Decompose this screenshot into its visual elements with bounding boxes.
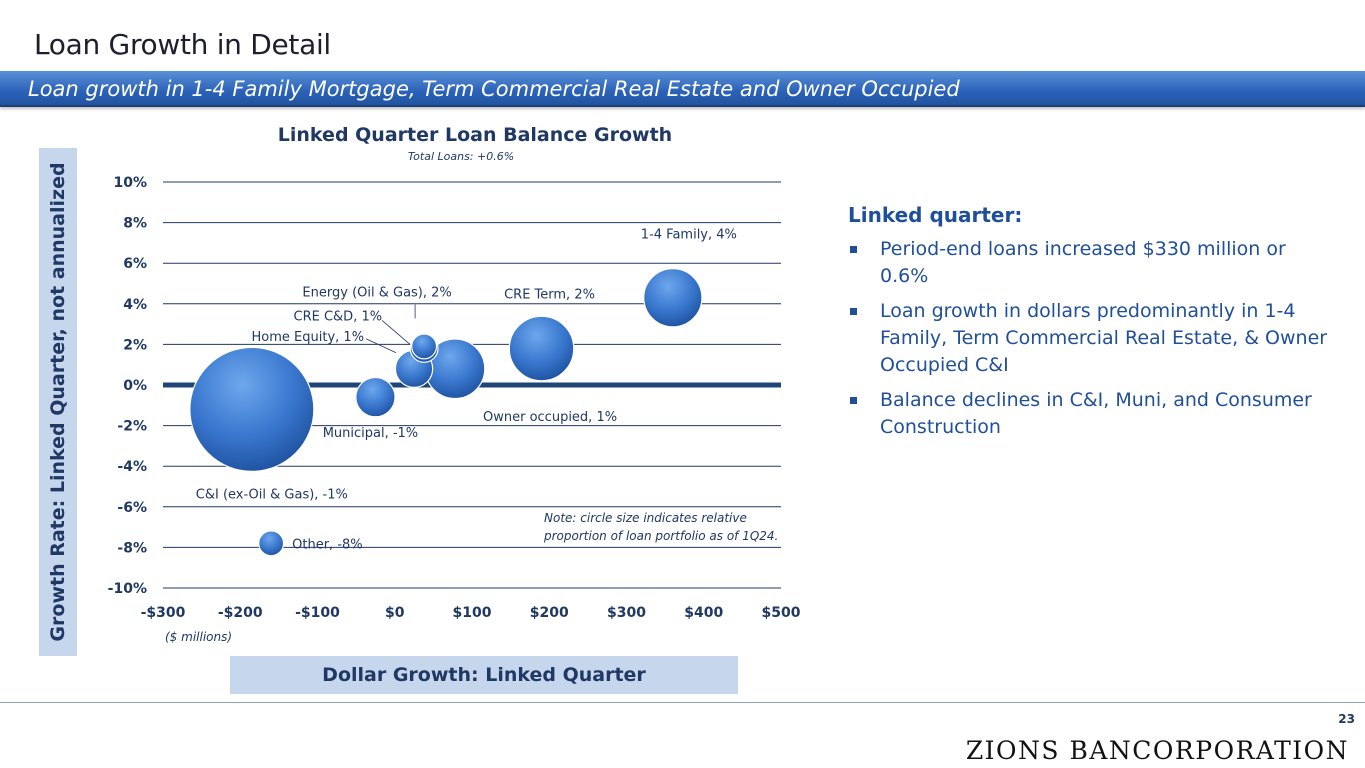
data-label: Home Equity, 1%	[252, 330, 365, 345]
bubble-cre-term	[508, 315, 575, 382]
commentary-bullets: Period-end loans increased $330 million …	[848, 236, 1338, 449]
banner-text: Loan growth in 1-4 Family Mortgage, Term…	[28, 77, 960, 101]
commentary-bullet: Balance declines in C&I, Muni, and Consu…	[848, 387, 1338, 441]
slide-title: Loan Growth in Detail	[34, 28, 331, 61]
y-tick-label: 10%	[113, 175, 147, 191]
square-bullet-icon	[850, 397, 857, 404]
leader-line	[365, 338, 397, 354]
units-label: ($ millions)	[165, 630, 233, 644]
y-tick-label: 0%	[123, 378, 147, 394]
y-tick-label: 6%	[123, 256, 147, 272]
data-label: Owner occupied, 1%	[483, 410, 617, 425]
company-logo: ZIONS BANCORPORATION	[965, 736, 1349, 765]
chart-subtitle: Total Loans: +0.6%	[407, 150, 515, 163]
commentary-heading: Linked quarter:	[848, 203, 1023, 227]
bubble-energy-oil-gas	[411, 333, 438, 360]
bullet-text: Period-end loans increased $330 million …	[880, 238, 1286, 287]
data-label: 1-4 Family, 4%	[641, 228, 737, 243]
bubble-c-i-ex-oil-gas	[189, 346, 315, 472]
chart-note: Note: circle size indicates relative	[544, 511, 747, 525]
bubble-municipal	[355, 376, 396, 418]
subtitle-banner: Loan growth in 1-4 Family Mortgage, Term…	[0, 71, 1365, 107]
chart-title: Linked Quarter Loan Balance Growth	[277, 124, 673, 146]
page-number: 23	[1338, 712, 1355, 726]
footer-divider	[0, 702, 1365, 703]
data-label: C&I (ex-Oil & Gas), -1%	[196, 487, 348, 502]
bullet-text: Balance declines in C&I, Muni, and Consu…	[880, 389, 1312, 438]
y-tick-label: -6%	[117, 500, 147, 516]
y-tick-label: -2%	[117, 419, 147, 435]
commentary-bullet: Loan growth in dollars predominantly in …	[848, 298, 1338, 379]
data-label: Energy (Oil & Gas), 2%	[302, 285, 451, 300]
chart-note: proportion of loan portfolio as of 1Q24.	[543, 529, 778, 543]
leader-line	[381, 320, 411, 345]
data-label: Other, -8%	[292, 537, 363, 552]
y-tick-label: 2%	[123, 337, 147, 353]
y-tick-label: -4%	[117, 459, 147, 475]
x-tick-label: $0	[385, 605, 405, 621]
bubble-other	[258, 530, 285, 557]
square-bullet-icon	[850, 308, 857, 315]
bullet-text: Loan growth in dollars predominantly in …	[880, 300, 1328, 376]
x-tick-label: $500	[762, 605, 801, 621]
data-label: Municipal, -1%	[323, 426, 418, 441]
x-tick-label: -$300	[141, 605, 186, 621]
square-bullet-icon	[850, 246, 857, 253]
data-label: CRE Term, 2%	[504, 287, 595, 302]
data-label: CRE C&D, 1%	[294, 309, 383, 324]
y-tick-label: -8%	[117, 540, 147, 556]
y-axis-title-band	[39, 148, 77, 656]
y-tick-label: 8%	[123, 216, 147, 232]
x-axis-title: Dollar Growth: Linked Quarter	[230, 656, 738, 694]
x-tick-label: $400	[684, 605, 723, 621]
bubble-1-4-family	[643, 268, 703, 328]
x-tick-label: $200	[530, 605, 569, 621]
y-tick-label: -10%	[108, 581, 147, 597]
y-tick-label: 4%	[123, 297, 147, 313]
commentary-bullet: Period-end loans increased $330 million …	[848, 236, 1338, 290]
x-tick-label: $300	[607, 605, 646, 621]
x-tick-label: $100	[453, 605, 492, 621]
x-tick-label: -$200	[218, 605, 263, 621]
x-tick-label: -$100	[295, 605, 340, 621]
